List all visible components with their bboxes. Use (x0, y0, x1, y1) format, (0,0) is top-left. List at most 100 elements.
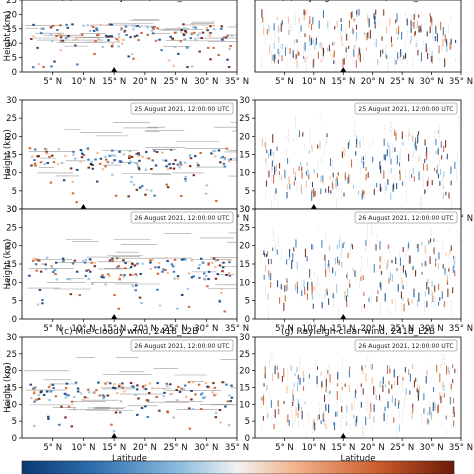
wind-point (53, 60, 56, 63)
wind-point (409, 255, 411, 264)
wind-point (379, 183, 381, 192)
wind-point (386, 263, 388, 270)
wind-point (111, 149, 114, 152)
wind-point (388, 380, 390, 385)
wind-point (312, 16, 314, 25)
wind-point (60, 405, 63, 408)
wind-point (119, 400, 123, 403)
wind-point (430, 15, 432, 23)
wind-point (136, 388, 139, 391)
wind-point (288, 29, 290, 36)
wind-point (166, 186, 170, 189)
wind-point (348, 20, 351, 28)
wind-point (121, 382, 124, 385)
wind-point (37, 394, 40, 397)
wind-point (154, 39, 158, 42)
wind-point (405, 388, 407, 395)
wind-point (404, 270, 407, 275)
wind-point (311, 189, 313, 194)
wind-point (30, 155, 34, 158)
wind-point (111, 161, 114, 164)
wind-point (118, 160, 122, 163)
wind-point (175, 399, 179, 402)
wind-point (171, 37, 174, 40)
wind-point (341, 386, 343, 391)
wind-point (55, 35, 58, 38)
wind-point (158, 304, 162, 307)
y-tick-label: 5 (245, 297, 250, 307)
wind-point (314, 43, 316, 50)
storm-marker (340, 67, 347, 72)
wind-point (298, 403, 300, 409)
wind-point (131, 284, 135, 287)
wind-point (324, 419, 326, 426)
wind-point (274, 365, 276, 375)
wind-point (161, 270, 164, 273)
wind-point (399, 170, 401, 174)
wind-point (184, 179, 188, 182)
wind-point (180, 258, 184, 261)
wind-point (40, 32, 43, 35)
wind-point (386, 152, 388, 158)
wind-point (312, 303, 314, 309)
wind-point (311, 192, 313, 201)
wind-point (353, 49, 355, 57)
wind-point (394, 147, 396, 152)
wind-point (49, 390, 53, 393)
wind-point (320, 420, 322, 425)
x-tick-label: 25° N (390, 324, 414, 334)
wind-point (413, 288, 415, 298)
wind-point (266, 28, 268, 35)
y-tick-label: 15 (6, 260, 17, 270)
wind-point (416, 299, 419, 307)
wind-point (138, 26, 142, 29)
wind-point (118, 383, 121, 386)
wind-point (129, 160, 132, 163)
wind-point (58, 423, 61, 426)
wind-point (173, 258, 177, 261)
wind-point (64, 154, 67, 157)
wind-point (443, 304, 445, 308)
wind-point (132, 57, 135, 60)
plot-area (22, 100, 237, 209)
wind-point (111, 173, 114, 176)
wind-point (363, 190, 365, 195)
wind-point (400, 291, 402, 299)
wind-point (165, 183, 168, 186)
wind-point (347, 142, 349, 149)
wind-point (437, 404, 439, 413)
wind-point (424, 260, 426, 267)
wind-point (266, 251, 269, 257)
wind-point (212, 257, 216, 260)
wind-point (157, 262, 161, 265)
wind-point (450, 38, 452, 44)
wind-point (29, 383, 33, 386)
x-tick-label: 5° N (275, 77, 294, 87)
wind-point (443, 385, 445, 392)
wind-point (129, 36, 132, 39)
wind-point (423, 393, 425, 401)
wind-point (332, 54, 334, 60)
wind-point (227, 160, 231, 163)
wind-point (350, 243, 352, 248)
x-tick-label: 25° N (390, 77, 414, 87)
wind-point (398, 162, 401, 167)
wind-point (80, 156, 84, 159)
wind-point (341, 35, 343, 42)
wind-point (414, 31, 416, 37)
wind-point (206, 285, 209, 288)
wind-point (380, 50, 382, 57)
wind-point (452, 379, 454, 383)
y-tick-label: 20 (6, 10, 17, 20)
wind-point (276, 280, 279, 288)
wind-point (335, 179, 337, 188)
wind-point (197, 267, 201, 270)
wind-point (108, 23, 112, 26)
wind-point (291, 260, 293, 270)
wind-point (118, 411, 122, 414)
wind-point (320, 188, 322, 195)
y-tick-label: 10 (6, 400, 17, 410)
wind-point (394, 381, 396, 386)
wind-point (270, 258, 272, 264)
